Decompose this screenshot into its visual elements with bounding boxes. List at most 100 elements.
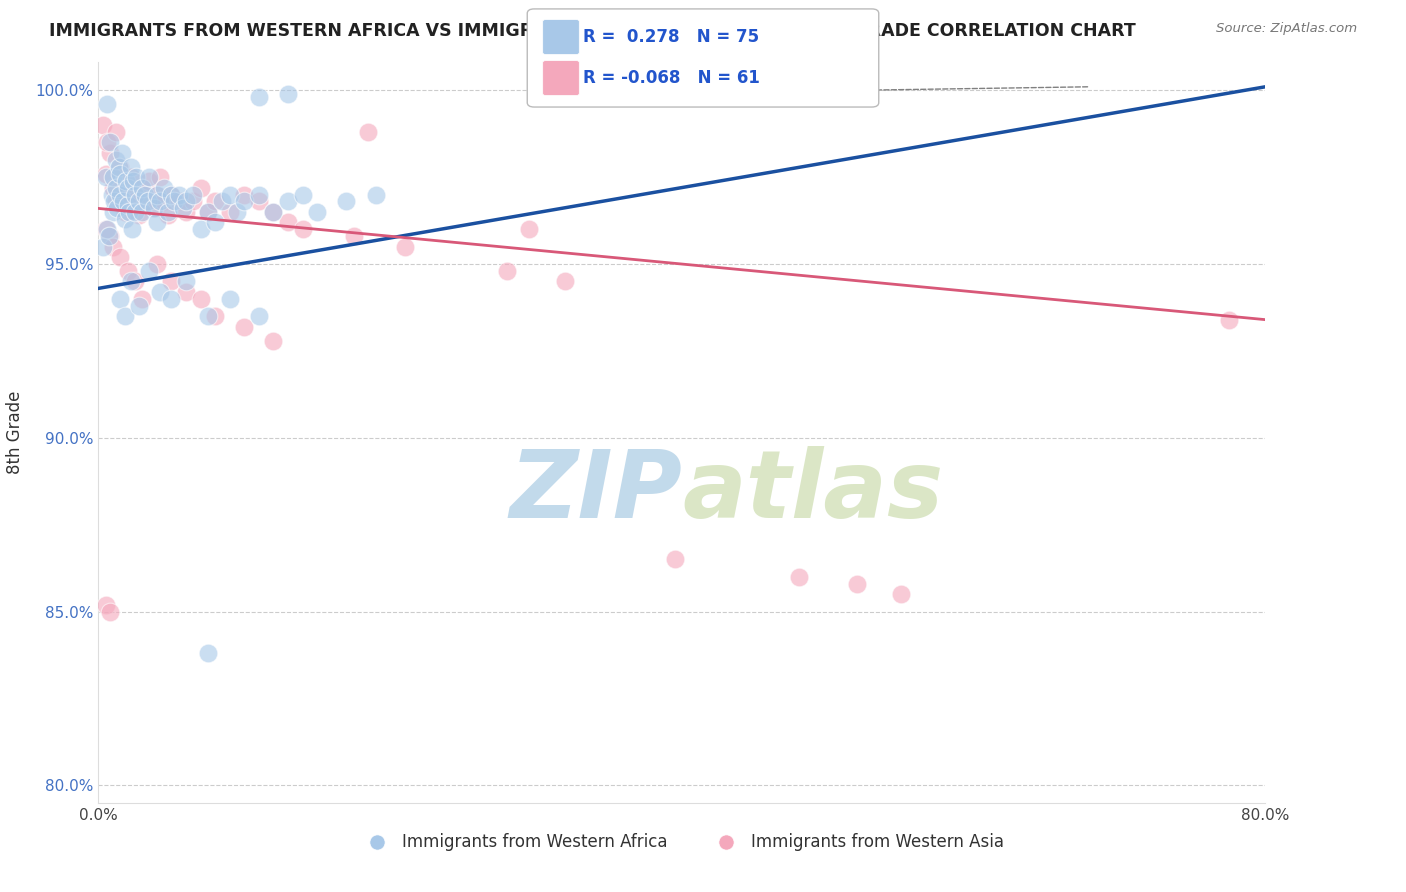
Point [94, 170, 117, 185]
Point [174, 205, 197, 219]
Point [146, 187, 169, 202]
Point [211, 194, 233, 209]
Text: R =  0.278   N = 75: R = 0.278 N = 75 [583, 28, 759, 45]
Point [174, 274, 197, 288]
Point [364, 187, 387, 202]
Point [343, 229, 366, 244]
Point [664, 552, 686, 566]
Point [96, 136, 118, 150]
Point [247, 309, 270, 323]
Point [190, 222, 212, 236]
Point [122, 173, 145, 187]
Point [134, 194, 156, 209]
Point [218, 205, 240, 219]
Point [307, 205, 329, 219]
Point [496, 264, 519, 278]
Point [120, 274, 142, 288]
Point [101, 205, 124, 219]
Point [204, 309, 226, 323]
Text: atlas: atlas [682, 446, 943, 538]
Point [100, 187, 122, 202]
Point [131, 292, 153, 306]
Point [197, 646, 219, 660]
Point [91, 118, 114, 132]
Point [146, 187, 169, 202]
Point [846, 577, 869, 591]
Legend: Immigrants from Western Africa, Immigrants from Western Asia: Immigrants from Western Africa, Immigran… [353, 826, 1011, 857]
Point [124, 194, 146, 209]
Point [149, 285, 172, 299]
Point [149, 170, 172, 185]
Point [114, 205, 136, 219]
Point [190, 180, 212, 194]
Point [357, 125, 380, 139]
Point [114, 211, 136, 226]
Point [110, 250, 132, 264]
Point [110, 167, 132, 181]
Point [94, 167, 117, 181]
Point [117, 264, 139, 278]
Point [131, 180, 153, 194]
Point [335, 194, 357, 209]
Point [153, 194, 176, 209]
Point [114, 309, 136, 323]
Point [124, 187, 146, 202]
Point [262, 334, 284, 348]
Point [138, 173, 160, 187]
Point [110, 292, 132, 306]
Point [138, 264, 160, 278]
Point [174, 285, 197, 299]
Point [146, 257, 169, 271]
Point [104, 125, 127, 139]
Point [277, 194, 299, 209]
Point [247, 187, 270, 202]
Point [233, 187, 256, 202]
Point [98, 145, 121, 160]
Point [104, 194, 127, 209]
Point [167, 187, 190, 202]
Point [138, 170, 160, 185]
Point [146, 215, 169, 229]
Point [204, 194, 226, 209]
Y-axis label: 8th Grade: 8th Grade [7, 391, 24, 475]
Point [291, 187, 314, 202]
Point [128, 299, 150, 313]
Point [172, 202, 194, 216]
Point [94, 598, 117, 612]
Point [218, 292, 240, 306]
Point [142, 202, 165, 216]
Point [787, 570, 810, 584]
Point [117, 187, 139, 202]
Point [247, 194, 270, 209]
Point [103, 194, 125, 209]
Point [163, 194, 186, 209]
Point [160, 274, 183, 288]
Point [98, 605, 121, 619]
Point [157, 205, 180, 219]
Point [167, 194, 190, 209]
Point [262, 205, 284, 219]
Point [157, 208, 180, 222]
Point [96, 222, 118, 236]
Point [181, 194, 204, 209]
Point [98, 229, 121, 244]
Point [104, 153, 127, 167]
Point [120, 160, 142, 174]
Point [262, 205, 284, 219]
Point [554, 274, 576, 288]
Point [115, 173, 138, 187]
Point [118, 205, 141, 219]
Point [204, 215, 226, 229]
Point [108, 160, 131, 174]
Point [233, 194, 256, 209]
Point [890, 587, 912, 601]
Text: Source: ZipAtlas.com: Source: ZipAtlas.com [1216, 22, 1357, 36]
Point [277, 215, 299, 229]
Point [105, 202, 128, 216]
Text: IMMIGRANTS FROM WESTERN AFRICA VS IMMIGRANTS FROM WESTERN ASIA 8TH GRADE CORRELA: IMMIGRANTS FROM WESTERN AFRICA VS IMMIGR… [49, 22, 1136, 40]
Point [91, 240, 114, 254]
Point [125, 170, 148, 185]
Point [110, 160, 132, 174]
Point [136, 194, 159, 209]
Point [277, 87, 299, 101]
